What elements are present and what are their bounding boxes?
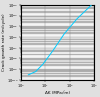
Bar xyxy=(21,41,94,42)
Bar xyxy=(21,69,94,70)
Bar xyxy=(21,74,94,75)
Bar xyxy=(21,28,94,29)
Bar xyxy=(21,61,94,62)
Bar xyxy=(21,39,94,40)
Bar xyxy=(21,16,94,17)
Bar xyxy=(21,18,94,19)
Bar xyxy=(21,43,94,45)
Bar xyxy=(21,42,94,43)
Bar xyxy=(21,10,94,11)
Bar xyxy=(21,34,94,37)
Bar xyxy=(21,62,94,63)
Bar xyxy=(21,17,94,18)
Bar xyxy=(21,66,94,69)
Bar xyxy=(21,40,94,41)
Bar xyxy=(21,27,94,28)
Bar xyxy=(21,77,94,80)
X-axis label: ΔK (MPa√m): ΔK (MPa√m) xyxy=(45,91,70,95)
Bar xyxy=(21,19,94,20)
Bar xyxy=(21,0,94,2)
Bar xyxy=(21,72,94,73)
Bar xyxy=(21,73,94,74)
Bar xyxy=(21,48,94,49)
Bar xyxy=(21,75,94,77)
Bar xyxy=(21,59,94,60)
Bar xyxy=(21,52,94,54)
Bar xyxy=(21,60,94,61)
Bar xyxy=(21,11,94,13)
Y-axis label: Crack growth rate (m/cycle): Crack growth rate (m/cycle) xyxy=(2,14,6,71)
Bar xyxy=(21,31,94,32)
Bar xyxy=(21,58,94,59)
Bar xyxy=(21,51,94,52)
Bar xyxy=(21,70,94,71)
Bar xyxy=(21,20,94,22)
Bar xyxy=(21,5,94,6)
Bar xyxy=(21,64,94,66)
Bar xyxy=(21,26,94,27)
Bar xyxy=(21,63,94,64)
Bar xyxy=(21,37,94,38)
Bar xyxy=(21,54,94,55)
Bar xyxy=(21,29,94,30)
Bar xyxy=(21,50,94,51)
Bar xyxy=(21,6,94,7)
Bar xyxy=(21,23,94,26)
Bar xyxy=(21,49,94,50)
Bar xyxy=(21,38,94,39)
Bar xyxy=(21,8,94,10)
Bar xyxy=(21,30,94,31)
Bar xyxy=(21,2,94,5)
Bar xyxy=(21,55,94,58)
Bar xyxy=(21,22,94,23)
Bar xyxy=(21,45,94,48)
Bar xyxy=(21,13,94,16)
Bar xyxy=(21,71,94,72)
Bar xyxy=(21,32,94,34)
Bar xyxy=(21,7,94,8)
